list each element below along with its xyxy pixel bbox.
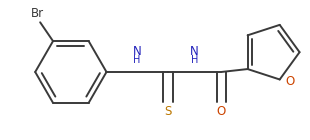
Text: N: N [190,45,199,58]
Text: N: N [133,45,142,58]
Text: H: H [191,55,198,65]
Text: O: O [217,105,226,118]
Text: H: H [134,55,141,65]
Text: S: S [164,105,171,118]
Text: Br: Br [31,7,44,20]
Text: O: O [285,75,294,88]
